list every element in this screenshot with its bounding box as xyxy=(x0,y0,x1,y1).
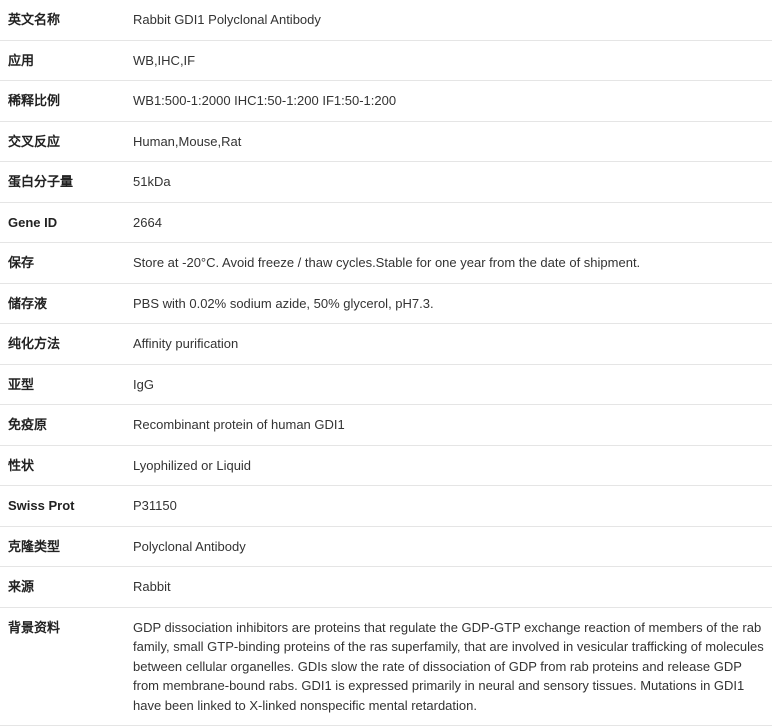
spec-value: 51kDa xyxy=(125,162,772,203)
spec-value: GDP dissociation inhibitors are proteins… xyxy=(125,607,772,726)
spec-row: 背景资料GDP dissociation inhibitors are prot… xyxy=(0,607,772,726)
spec-row: 保存Store at -20°C. Avoid freeze / thaw cy… xyxy=(0,243,772,284)
spec-row: 储存液PBS with 0.02% sodium azide, 50% glyc… xyxy=(0,283,772,324)
spec-label: 英文名称 xyxy=(0,0,125,40)
spec-value: Recombinant protein of human GDI1 xyxy=(125,405,772,446)
spec-label: 储存液 xyxy=(0,283,125,324)
spec-label: 蛋白分子量 xyxy=(0,162,125,203)
spec-label: 稀释比例 xyxy=(0,81,125,122)
spec-value: Affinity purification xyxy=(125,324,772,365)
spec-value: WB,IHC,IF xyxy=(125,40,772,81)
spec-label: 纯化方法 xyxy=(0,324,125,365)
spec-label: 背景资料 xyxy=(0,607,125,726)
spec-value: 2664 xyxy=(125,202,772,243)
spec-row: Gene ID2664 xyxy=(0,202,772,243)
spec-value: Polyclonal Antibody xyxy=(125,526,772,567)
spec-row: 来源Rabbit xyxy=(0,567,772,608)
spec-row: 性状Lyophilized or Liquid xyxy=(0,445,772,486)
spec-table-body: 英文名称Rabbit GDI1 Polyclonal Antibody应用WB,… xyxy=(0,0,772,726)
spec-value: Human,Mouse,Rat xyxy=(125,121,772,162)
spec-label: 免疫原 xyxy=(0,405,125,446)
spec-value: Store at -20°C. Avoid freeze / thaw cycl… xyxy=(125,243,772,284)
spec-row: 英文名称Rabbit GDI1 Polyclonal Antibody xyxy=(0,0,772,40)
spec-value: Lyophilized or Liquid xyxy=(125,445,772,486)
spec-value: WB1:500-1:2000 IHC1:50-1:200 IF1:50-1:20… xyxy=(125,81,772,122)
spec-label: 亚型 xyxy=(0,364,125,405)
spec-label: 克隆类型 xyxy=(0,526,125,567)
spec-value: Rabbit xyxy=(125,567,772,608)
spec-row: 应用WB,IHC,IF xyxy=(0,40,772,81)
spec-row: 蛋白分子量51kDa xyxy=(0,162,772,203)
spec-label: Gene ID xyxy=(0,202,125,243)
spec-value: IgG xyxy=(125,364,772,405)
spec-value: P31150 xyxy=(125,486,772,527)
spec-label: Swiss Prot xyxy=(0,486,125,527)
spec-label: 交叉反应 xyxy=(0,121,125,162)
spec-label: 应用 xyxy=(0,40,125,81)
spec-row: 免疫原Recombinant protein of human GDI1 xyxy=(0,405,772,446)
spec-label: 保存 xyxy=(0,243,125,284)
spec-row: 稀释比例WB1:500-1:2000 IHC1:50-1:200 IF1:50-… xyxy=(0,81,772,122)
spec-label: 来源 xyxy=(0,567,125,608)
spec-value: Rabbit GDI1 Polyclonal Antibody xyxy=(125,0,772,40)
spec-row: Swiss ProtP31150 xyxy=(0,486,772,527)
product-spec-table: 英文名称Rabbit GDI1 Polyclonal Antibody应用WB,… xyxy=(0,0,772,726)
spec-value: PBS with 0.02% sodium azide, 50% glycero… xyxy=(125,283,772,324)
spec-row: 纯化方法Affinity purification xyxy=(0,324,772,365)
spec-row: 交叉反应Human,Mouse,Rat xyxy=(0,121,772,162)
spec-row: 克隆类型Polyclonal Antibody xyxy=(0,526,772,567)
spec-row: 亚型IgG xyxy=(0,364,772,405)
spec-label: 性状 xyxy=(0,445,125,486)
